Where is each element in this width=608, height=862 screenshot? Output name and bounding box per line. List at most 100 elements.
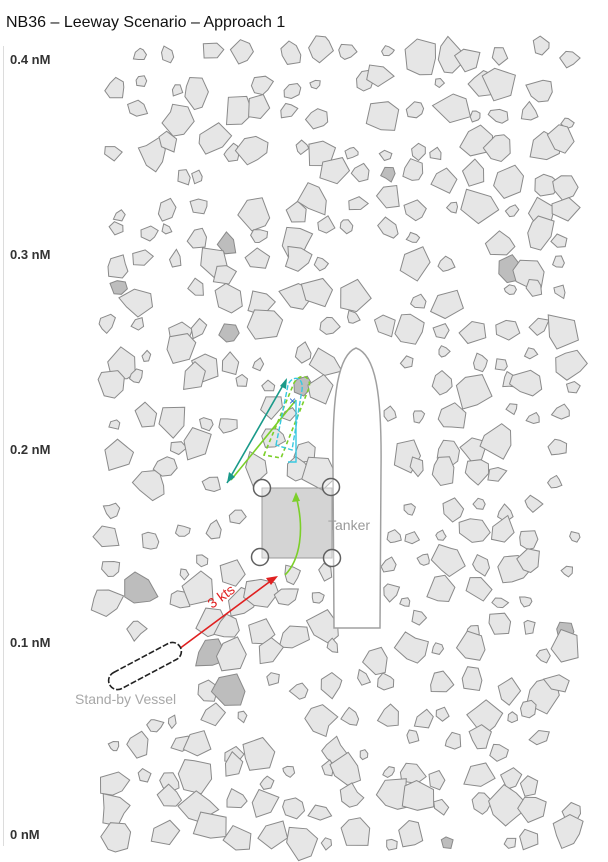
ice-floe (126, 730, 149, 759)
ice-floe (108, 419, 121, 430)
ice-floe (481, 67, 516, 102)
approach-track-arrowhead (292, 492, 300, 502)
vessel-outline-cyan (275, 377, 303, 451)
ice-floe (528, 729, 550, 746)
ice-floe (109, 280, 128, 295)
ice-floe (546, 124, 575, 154)
ice-floe (490, 514, 515, 543)
ice-floe (552, 814, 584, 850)
ice-floe (430, 543, 466, 578)
ice-floe (471, 792, 493, 815)
ice-floe (375, 184, 400, 209)
ice-floe (300, 277, 334, 308)
ice-floe (525, 411, 540, 425)
ice-floe (197, 679, 218, 702)
ice-floe (258, 637, 285, 665)
ice-floe (339, 782, 365, 808)
ice-floe (479, 423, 512, 460)
ice-floe (551, 255, 565, 268)
ice-floe (430, 167, 458, 194)
y-axis-line (3, 46, 4, 846)
ice-floe (167, 714, 177, 730)
ice-floe (326, 637, 339, 653)
ice-floe (338, 43, 358, 60)
ice-floe (482, 134, 511, 163)
ice-floe (523, 347, 539, 360)
teal-arrowhead-start (280, 378, 287, 389)
ice-floe (366, 64, 395, 88)
ice-floe (516, 548, 540, 574)
ice-floe (497, 503, 514, 523)
ice-floe (283, 82, 302, 100)
ice-floe (412, 410, 426, 424)
ice-floe (319, 316, 341, 335)
ice-floe (348, 196, 370, 211)
ice-floe (525, 79, 553, 103)
ice-floe (112, 209, 126, 222)
ice-floe (437, 255, 456, 272)
ice-floe (409, 456, 424, 478)
ice-floe (308, 35, 335, 64)
ice-floe (134, 401, 158, 428)
ice-floe (430, 670, 455, 693)
ice-floe (187, 277, 204, 296)
ice-floe (99, 771, 131, 796)
ice-floe (107, 254, 129, 279)
ice-floe (401, 779, 435, 811)
ice-floe (141, 349, 152, 362)
ice-floe (560, 565, 574, 578)
ice-floe (404, 531, 421, 545)
ice-floe (189, 198, 208, 215)
ice-floe (382, 766, 395, 778)
ice-floe (191, 169, 203, 185)
ice-floe (252, 357, 265, 372)
drift-arrowhead (266, 576, 278, 585)
ice-floe (237, 197, 271, 232)
ice-floe (519, 699, 537, 719)
ice-floe (146, 719, 165, 733)
ice-floe (504, 204, 520, 218)
ice-floe (518, 596, 533, 608)
ice-floe (519, 530, 539, 550)
ice-floe (124, 571, 159, 604)
ice-floe (466, 699, 504, 737)
ice-floe (386, 529, 402, 544)
ice-floe (444, 731, 462, 750)
zone-corner-marker (250, 547, 270, 567)
ice-floe (98, 313, 116, 335)
ice-floe (179, 568, 190, 581)
target-cross-icon: × (289, 394, 296, 408)
ice-floe (344, 146, 359, 160)
ice-floe (532, 35, 550, 56)
y-tick-0.2: 0.2 nM (10, 442, 51, 457)
ice-floe (218, 323, 240, 343)
ice-floe (339, 219, 354, 235)
ice-floe (453, 48, 481, 73)
ice-floe (234, 135, 269, 166)
ice-floe (565, 380, 581, 394)
ice-floe (399, 597, 411, 607)
ice-floe (416, 553, 430, 566)
ice-floe (523, 619, 536, 635)
teal-arrowhead-end (227, 472, 235, 483)
ice-floe (519, 775, 539, 797)
ice-floe (284, 245, 313, 272)
ice-floe (429, 289, 465, 320)
ice-floe (219, 559, 246, 587)
ice-floe (108, 221, 124, 236)
ice-floe (472, 352, 488, 373)
ice-floe (261, 379, 276, 392)
ice-floe (202, 42, 225, 59)
ice-floe (296, 182, 327, 216)
ice-floe (460, 188, 500, 225)
ice-floe (183, 426, 212, 461)
ice-floe (484, 230, 516, 256)
approach-vector-teal (226, 379, 287, 484)
ice-floe (186, 227, 208, 249)
ice-floe (489, 743, 509, 762)
ice-floe (442, 497, 465, 523)
ice-floe (380, 166, 396, 183)
ice-floe (383, 405, 397, 422)
ice-floe (245, 450, 268, 487)
ice-floe (126, 620, 148, 642)
